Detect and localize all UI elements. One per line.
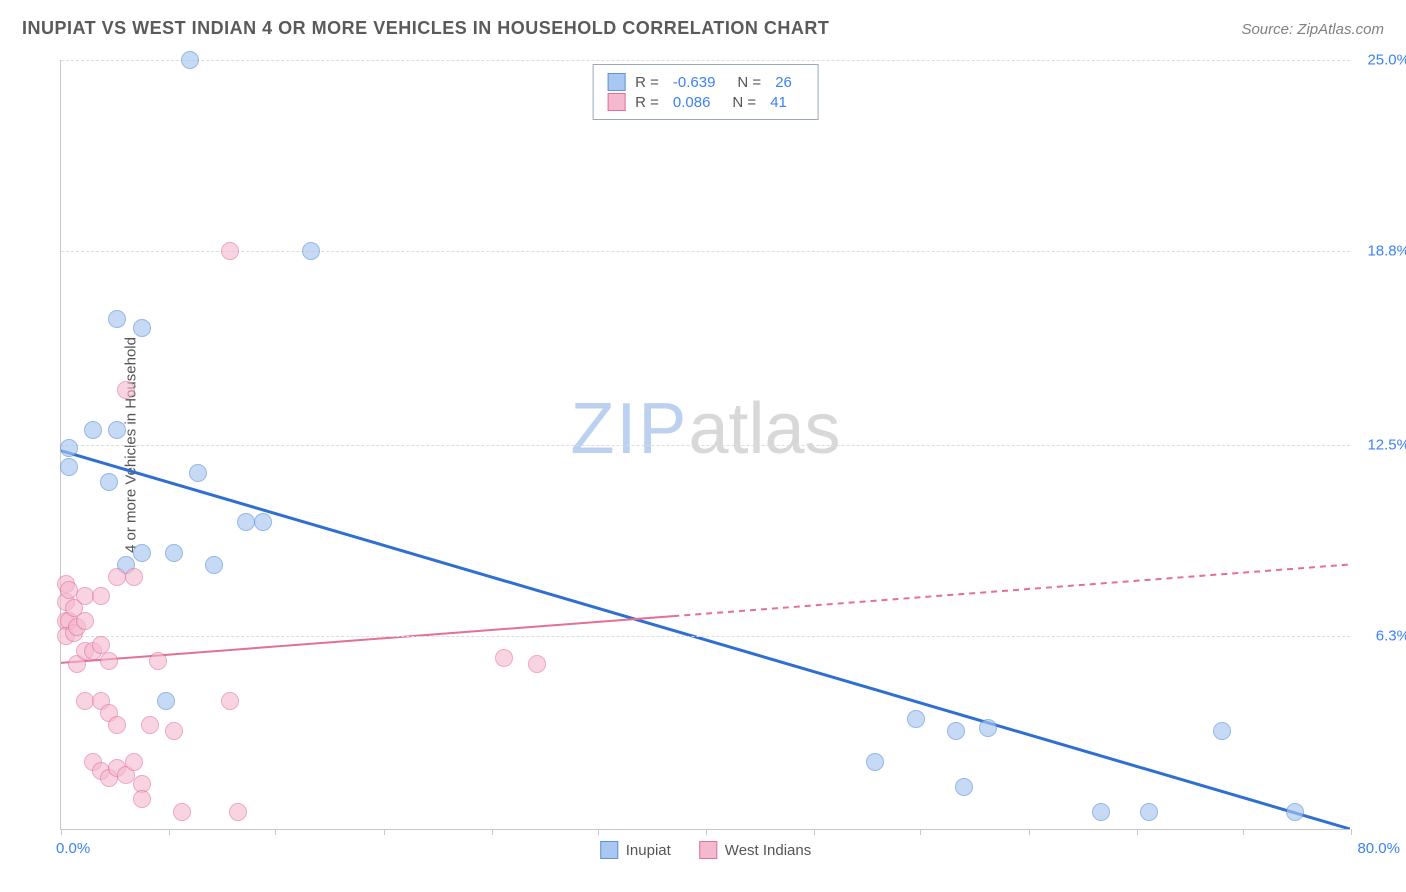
data-point: [133, 319, 151, 337]
data-point: [100, 652, 118, 670]
chart-header: INUPIAT VS WEST INDIAN 4 OR MORE VEHICLE…: [22, 18, 1384, 39]
data-point: [528, 655, 546, 673]
data-point: [495, 649, 513, 667]
legend-label: West Indians: [725, 842, 811, 859]
data-point: [133, 544, 151, 562]
data-point: [173, 803, 191, 821]
x-tick: [920, 829, 921, 835]
data-point: [955, 778, 973, 796]
y-tick-label: 12.5%: [1355, 437, 1406, 454]
data-point: [60, 439, 78, 457]
data-point: [229, 803, 247, 821]
series-legend-item: West Indians: [699, 841, 811, 859]
data-point: [125, 753, 143, 771]
x-tick: [492, 829, 493, 835]
x-axis-min-label: 0.0%: [56, 840, 90, 857]
correlation-legend: R =-0.639N =26 R =0.086N =41: [592, 64, 819, 120]
data-point: [141, 716, 159, 734]
watermark-atlas: atlas: [688, 389, 840, 469]
legend-label: Inupiat: [626, 842, 671, 859]
legend-row: R =0.086N =41: [607, 93, 804, 111]
series-legend: Inupiat West Indians: [600, 841, 811, 859]
data-point: [165, 722, 183, 740]
data-point: [1140, 803, 1158, 821]
data-point: [866, 753, 884, 771]
data-point: [221, 692, 239, 710]
y-tick-label: 18.8%: [1355, 242, 1406, 259]
plot-area: 4 or more Vehicles in Household ZIPatlas…: [60, 60, 1350, 830]
data-point: [117, 381, 135, 399]
x-tick: [169, 829, 170, 835]
data-point: [254, 513, 272, 531]
data-point: [181, 51, 199, 69]
data-point: [108, 310, 126, 328]
watermark-zip: ZIP: [570, 389, 688, 469]
y-tick-label: 25.0%: [1355, 52, 1406, 69]
data-point: [1092, 803, 1110, 821]
data-point: [979, 719, 997, 737]
data-point: [100, 473, 118, 491]
legend-swatch: [607, 93, 625, 111]
legend-swatch: [600, 841, 618, 859]
gridline: [61, 60, 1350, 61]
data-point: [205, 556, 223, 574]
data-point: [133, 790, 151, 808]
watermark: ZIPatlas: [570, 388, 840, 470]
data-point: [907, 710, 925, 728]
data-point: [60, 458, 78, 476]
x-tick: [814, 829, 815, 835]
data-point: [221, 242, 239, 260]
x-tick: [598, 829, 599, 835]
legend-row: R =-0.639N =26: [607, 73, 804, 91]
data-point: [1286, 803, 1304, 821]
legend-swatch: [699, 841, 717, 859]
data-point: [108, 421, 126, 439]
x-tick: [1029, 829, 1030, 835]
x-tick: [706, 829, 707, 835]
x-tick: [61, 829, 62, 835]
chart-title: INUPIAT VS WEST INDIAN 4 OR MORE VEHICLE…: [22, 18, 829, 39]
x-tick: [384, 829, 385, 835]
data-point: [1213, 722, 1231, 740]
data-point: [149, 652, 167, 670]
x-tick: [1243, 829, 1244, 835]
y-tick-label: 6.3%: [1355, 627, 1406, 644]
data-point: [157, 692, 175, 710]
data-point: [92, 587, 110, 605]
x-tick: [275, 829, 276, 835]
source-label: Source: ZipAtlas.com: [1241, 21, 1384, 38]
gridline: [61, 251, 1350, 252]
data-point: [947, 722, 965, 740]
x-axis-max-label: 80.0%: [1357, 840, 1400, 857]
gridline: [61, 636, 1350, 637]
data-point: [84, 421, 102, 439]
data-point: [125, 568, 143, 586]
x-tick: [1137, 829, 1138, 835]
data-point: [108, 716, 126, 734]
data-point: [76, 612, 94, 630]
x-tick: [1351, 829, 1352, 835]
data-point: [165, 544, 183, 562]
gridline: [61, 445, 1350, 446]
data-point: [60, 581, 78, 599]
data-point: [302, 242, 320, 260]
legend-swatch: [607, 73, 625, 91]
series-legend-item: Inupiat: [600, 841, 671, 859]
data-point: [189, 464, 207, 482]
